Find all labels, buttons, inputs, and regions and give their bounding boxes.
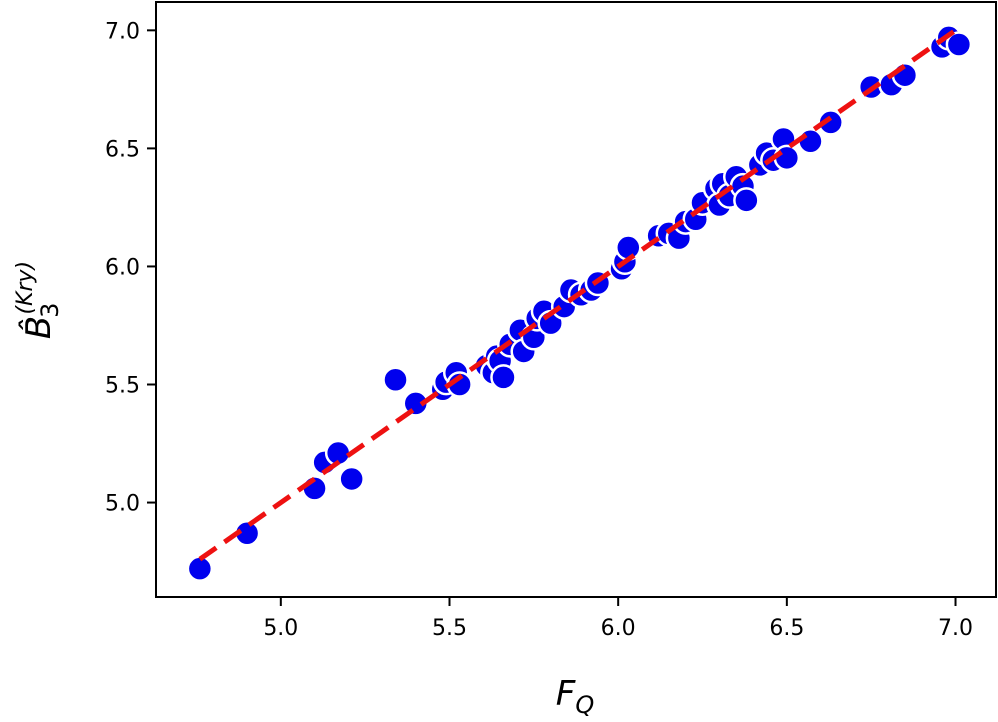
data-point-5 (338, 465, 365, 493)
y-tick-label-3: 6.5 (105, 137, 140, 162)
y-tick-label-4: 7.0 (105, 19, 140, 44)
x-tick-label-3: 6.5 (769, 616, 804, 641)
x-tick-label-0: 5.0 (263, 616, 298, 641)
data-point-0 (186, 555, 214, 582)
y-tick-label-0: 5.0 (105, 492, 140, 517)
data-point-44 (733, 187, 760, 214)
fit-line (198, 25, 961, 562)
y-axis-title-subscript: 3 (36, 303, 64, 318)
x-tick-label-1: 5.5 (432, 616, 467, 641)
data-point-57 (945, 31, 973, 58)
y-tick-label-2: 6.0 (105, 255, 140, 280)
data-point-49 (773, 144, 801, 172)
y-axis-title: B̂3(Kry) (13, 261, 64, 339)
y-axis-title-superscript: (Kry) (13, 261, 38, 315)
x-tick-label-4: 7.0 (938, 616, 973, 641)
data-point-31 (615, 234, 642, 261)
plot-frame (155, 1, 997, 598)
x-tick-label-2: 6.0 (601, 616, 636, 641)
y-axis-ticks: 5.0 5.5 6.0 6.5 7.0 (105, 19, 156, 517)
y-axis-title-main: B̂ (18, 316, 59, 339)
points-layer (186, 24, 973, 582)
x-axis-ticks: 5.0 5.5 6.0 6.5 7.0 (263, 597, 973, 641)
x-axis-title: FQ (556, 674, 594, 719)
data-point-51 (817, 109, 844, 136)
x-axis-title-subscript: Q (575, 691, 594, 719)
svg-text:B̂3(Kry): B̂3(Kry) (13, 261, 64, 339)
x-axis-title-main: F (556, 674, 576, 714)
y-tick-label-1: 5.5 (105, 374, 140, 399)
data-point-50 (797, 128, 824, 155)
data-point-16 (490, 364, 517, 391)
data-point-6 (382, 366, 409, 394)
